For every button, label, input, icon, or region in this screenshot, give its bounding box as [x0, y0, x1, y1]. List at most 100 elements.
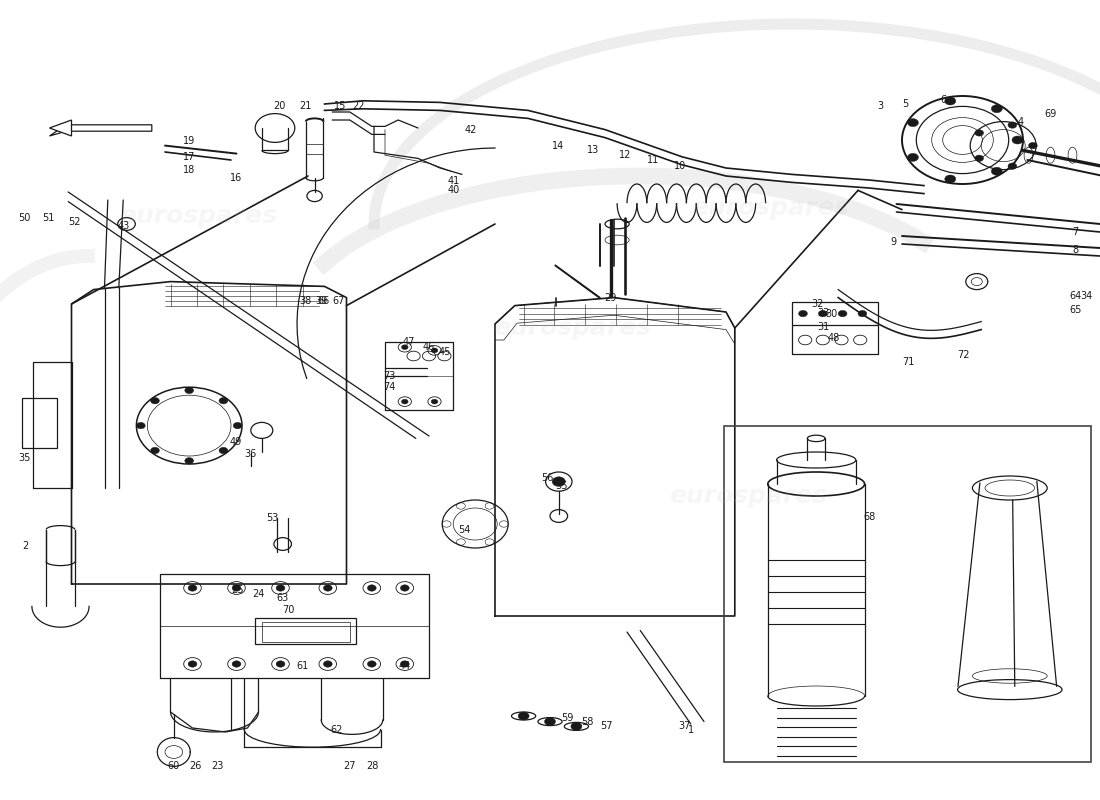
Bar	[262, 622, 350, 642]
Circle shape	[518, 712, 529, 720]
Text: 44: 44	[398, 661, 411, 670]
Text: 70: 70	[282, 605, 295, 614]
Text: 65: 65	[1069, 306, 1082, 315]
Circle shape	[402, 399, 408, 404]
Text: 63: 63	[276, 594, 289, 603]
Text: 48: 48	[827, 333, 840, 342]
Text: 55: 55	[554, 482, 568, 491]
Circle shape	[188, 661, 197, 667]
Circle shape	[402, 345, 408, 350]
Circle shape	[838, 310, 847, 317]
Text: 74: 74	[383, 382, 396, 392]
Circle shape	[1028, 142, 1037, 149]
Text: 26: 26	[189, 762, 202, 771]
Text: 59: 59	[561, 713, 574, 722]
Text: 31: 31	[817, 322, 830, 332]
Text: 19: 19	[183, 136, 196, 146]
Text: 43: 43	[117, 221, 130, 230]
Text: 18: 18	[183, 165, 196, 174]
Circle shape	[908, 154, 918, 162]
Circle shape	[571, 722, 582, 730]
Text: 7: 7	[1072, 227, 1079, 237]
Text: 37: 37	[678, 722, 691, 731]
Text: 49: 49	[229, 437, 242, 446]
Text: 69: 69	[1044, 109, 1057, 118]
Bar	[255, 618, 356, 644]
Text: 39: 39	[315, 296, 328, 306]
Text: 38: 38	[299, 296, 312, 306]
Circle shape	[233, 422, 242, 429]
Text: 36: 36	[244, 450, 257, 459]
Text: 10: 10	[673, 162, 686, 171]
Text: 72: 72	[957, 350, 970, 360]
Circle shape	[431, 399, 438, 404]
Circle shape	[276, 661, 285, 667]
Circle shape	[151, 447, 160, 454]
Text: 40: 40	[447, 186, 460, 195]
Text: 42: 42	[464, 125, 477, 134]
Circle shape	[323, 661, 332, 667]
Circle shape	[975, 130, 983, 136]
Text: eurospares: eurospares	[691, 196, 849, 220]
Circle shape	[991, 167, 1002, 175]
Circle shape	[219, 447, 228, 454]
Text: 41: 41	[447, 176, 460, 186]
Text: 11: 11	[647, 155, 660, 165]
Text: 13: 13	[586, 146, 600, 155]
Text: 50: 50	[18, 213, 31, 222]
Text: 22: 22	[352, 101, 365, 110]
Text: 51: 51	[42, 213, 55, 222]
Text: 32: 32	[811, 299, 824, 309]
Circle shape	[367, 661, 376, 667]
Text: 60: 60	[167, 762, 180, 771]
Circle shape	[1012, 136, 1023, 144]
Text: 6: 6	[940, 95, 947, 105]
Circle shape	[975, 155, 983, 162]
Text: 28: 28	[366, 762, 379, 771]
Text: 54: 54	[458, 525, 471, 534]
Bar	[724, 426, 1091, 762]
Text: 47: 47	[403, 338, 416, 347]
Bar	[22, 398, 57, 448]
Circle shape	[1008, 163, 1016, 170]
Circle shape	[185, 458, 194, 464]
Text: 24: 24	[252, 589, 265, 598]
Circle shape	[945, 97, 956, 105]
Text: 29: 29	[604, 293, 617, 302]
Text: 30: 30	[825, 309, 838, 318]
Text: 16: 16	[230, 173, 243, 182]
Circle shape	[818, 310, 827, 317]
Circle shape	[136, 422, 145, 429]
Text: 9: 9	[890, 237, 896, 246]
Text: 20: 20	[273, 101, 286, 110]
Text: 61: 61	[296, 661, 309, 670]
Text: eurospares: eurospares	[119, 204, 277, 228]
Text: 14: 14	[551, 141, 564, 150]
Text: 1: 1	[688, 725, 694, 734]
Text: 68: 68	[862, 512, 876, 522]
Text: 34: 34	[1080, 291, 1093, 301]
Text: 46: 46	[422, 342, 436, 352]
Bar	[792, 302, 878, 325]
Text: 71: 71	[902, 357, 915, 366]
Text: 23: 23	[211, 762, 224, 771]
Circle shape	[185, 387, 194, 394]
Text: 66: 66	[317, 296, 330, 306]
Circle shape	[188, 585, 197, 591]
Text: 8: 8	[1072, 245, 1079, 254]
Circle shape	[1008, 122, 1016, 128]
Text: 17: 17	[183, 152, 196, 162]
Circle shape	[232, 661, 241, 667]
Circle shape	[908, 118, 918, 126]
Text: 33: 33	[817, 308, 830, 318]
Text: 52: 52	[68, 218, 81, 227]
Circle shape	[991, 105, 1002, 113]
Circle shape	[367, 585, 376, 591]
Circle shape	[323, 585, 332, 591]
Text: 5: 5	[902, 99, 909, 109]
Text: 67: 67	[332, 296, 345, 306]
Polygon shape	[50, 120, 72, 136]
Text: 21: 21	[299, 101, 312, 110]
Circle shape	[552, 477, 565, 486]
Circle shape	[544, 718, 556, 726]
